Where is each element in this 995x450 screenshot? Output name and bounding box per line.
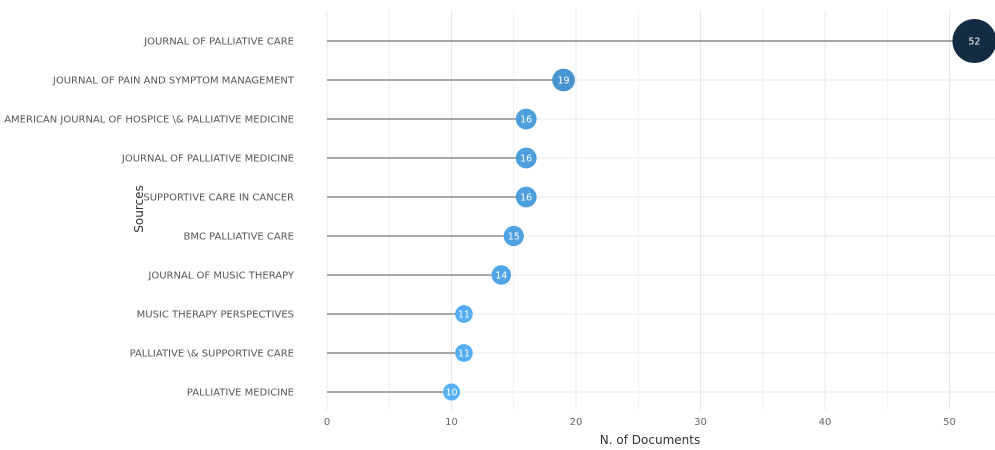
y-axis-title: Sources <box>132 185 146 232</box>
y-tick-label: JOURNAL OF MUSIC THERAPY <box>147 271 295 282</box>
lollipop-dot <box>443 383 460 401</box>
data-label: 16 <box>520 153 532 164</box>
y-tick-label: PALLIATIVE \& SUPPORTIVE CARE <box>130 349 294 360</box>
x-tick-label: 30 <box>694 417 707 428</box>
y-tick-label: JOURNAL OF PALLIATIVE CARE <box>143 37 294 48</box>
lollipop-dot <box>515 186 537 208</box>
y-tick-label: JOURNAL OF PAIN AND SYMPTOM MANAGEMENT <box>52 76 295 87</box>
data-label: 11 <box>458 348 470 359</box>
y-tick-label: PALLIATIVE MEDICINE <box>187 388 294 399</box>
data-label: 14 <box>495 270 507 281</box>
x-tick-label: 50 <box>943 417 956 428</box>
y-tick-label: SUPPORTIVE CARE IN CANCER <box>143 193 294 204</box>
x-tick-label: 10 <box>445 417 458 428</box>
dots: 52 19 16 16 16 15 14 11 11 10 <box>443 19 995 401</box>
y-tick-label: MUSIC THERAPY PERSPECTIVES <box>137 310 294 321</box>
x-tick-label: 40 <box>819 417 832 428</box>
grid <box>326 10 995 410</box>
x-tick-label: 0 <box>324 417 330 428</box>
lollipop-dot <box>515 147 537 169</box>
lollipop-dot <box>503 225 524 247</box>
data-label: 16 <box>520 114 532 125</box>
lollipop-dot <box>455 344 473 362</box>
data-label: 10 <box>445 387 457 398</box>
lollipop-dot <box>552 68 575 92</box>
y-tick-label: JOURNAL OF PALLIATIVE MEDICINE <box>121 154 294 165</box>
data-label: 11 <box>458 309 470 320</box>
data-label: 16 <box>520 192 532 203</box>
lollipop-dot <box>515 108 537 130</box>
data-label: 19 <box>558 75 570 86</box>
x-axis-title: N. of Documents <box>600 433 700 447</box>
data-label: 15 <box>508 231 520 242</box>
data-label: 52 <box>968 36 980 47</box>
x-tick-label: 20 <box>570 417 583 428</box>
x-tick-labels: 0 10 20 30 40 50 <box>324 417 956 428</box>
y-tick-labels: JOURNAL OF PALLIATIVE CARE JOURNAL OF PAI… <box>4 37 295 399</box>
stems <box>327 40 975 393</box>
y-tick-label: BMC PALLIATIVE CARE <box>183 232 294 243</box>
lollipop-dot <box>952 19 995 63</box>
lollipop-dot <box>491 265 512 285</box>
y-tick-label: AMERICAN JOURNAL OF HOSPICE \& PALLIATIV… <box>4 115 294 126</box>
lollipop-dot <box>455 305 473 323</box>
